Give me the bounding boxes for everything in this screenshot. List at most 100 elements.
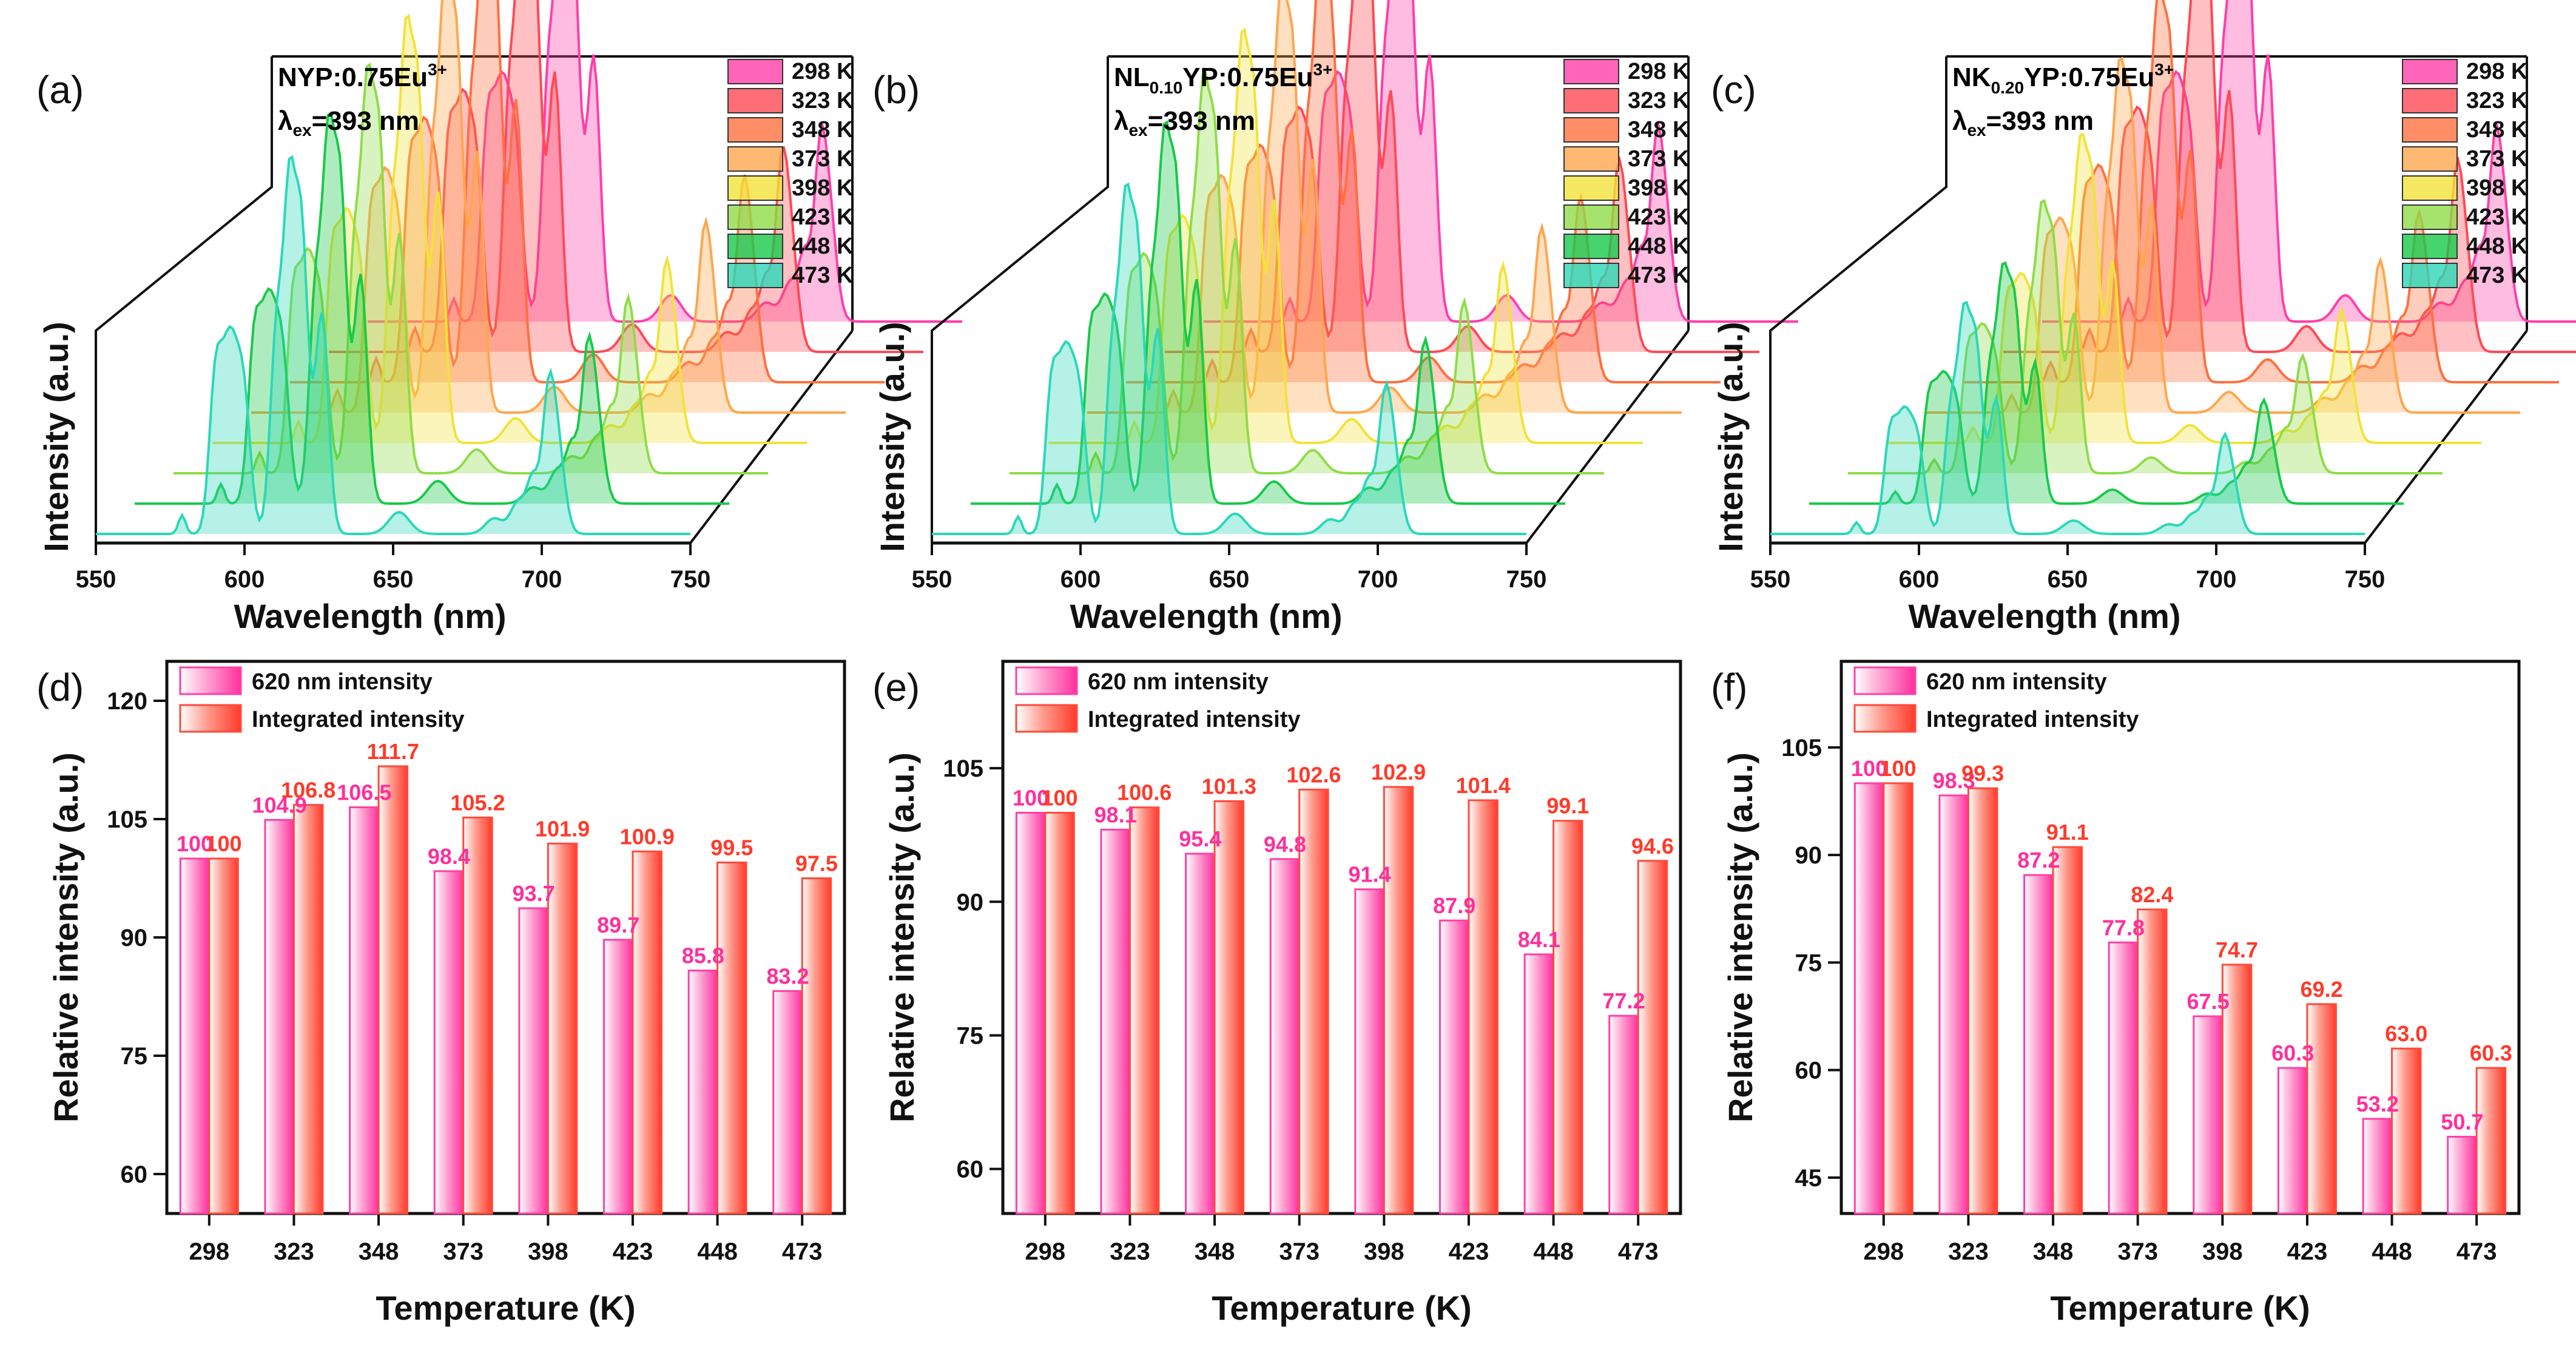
- bar-620nm: [2447, 1136, 2478, 1215]
- bar-620nm: [1853, 782, 1885, 1215]
- excitation-value: =393 nm: [1148, 106, 1255, 136]
- legend-label-integrated: Integrated intensity: [1926, 707, 2139, 732]
- bar-620nm: [2108, 941, 2139, 1215]
- bar-620nm: [433, 870, 465, 1215]
- y-tick-label: 60: [1795, 1058, 1822, 1084]
- spectrum-line-298K: [1204, 0, 1798, 323]
- y-tick-label: 90: [121, 925, 148, 951]
- lambda-symbol: λ: [1952, 106, 1967, 136]
- panel-label: (c): [1711, 68, 1756, 112]
- legend-label: 423 K: [792, 204, 854, 230]
- legend-label: 423 K: [2466, 204, 2528, 230]
- title-superscript: 3+: [2154, 60, 2174, 79]
- bar-620nm: [1269, 858, 1301, 1215]
- excitation-label: λex=393 nm: [1114, 106, 1255, 140]
- bar-label-620nm: 84.1: [1518, 927, 1560, 952]
- legend-swatch: [727, 204, 783, 230]
- legend-label-620nm: 620 nm intensity: [1926, 669, 2107, 695]
- bar-integrated: [1044, 812, 1075, 1215]
- bar-integrated: [1553, 820, 1583, 1215]
- legend-swatch-integrated: [1853, 704, 1917, 733]
- bar-620nm: [1523, 953, 1555, 1215]
- y-axis-title: Relative intensity (a.u.): [1721, 752, 1759, 1122]
- y-tick-label: 105: [943, 755, 983, 782]
- legend-swatch: [2402, 88, 2458, 113]
- spectrum-line-473K: [96, 155, 690, 535]
- x-tick-label: 750: [2345, 566, 2385, 593]
- legend-swatch: [2402, 175, 2458, 201]
- legend-label: 298 K: [792, 59, 854, 84]
- bar-label-integrated: 102.6: [1286, 762, 1341, 787]
- legend-swatch-integrated: [179, 704, 242, 733]
- spectrum-line-348K: [1964, 0, 2559, 383]
- x-tick-label: 373: [443, 1238, 484, 1265]
- legend-label: 348 K: [1628, 117, 1690, 143]
- sample-title: NYP:0.75Eu3+: [278, 60, 447, 92]
- bar-label-integrated: 69.2: [2301, 977, 2343, 1002]
- plot-frame: [1001, 660, 1682, 1215]
- legend-swatch: [727, 117, 783, 143]
- x-tick-label: 423: [2287, 1238, 2328, 1265]
- legend-label: 398 K: [792, 175, 854, 201]
- legend-label: 448 K: [2466, 234, 2528, 259]
- title-superscript: 3+: [428, 60, 447, 79]
- title-prefix: NL: [1114, 62, 1150, 92]
- legend-swatch-620nm: [179, 666, 242, 695]
- spectrum-line-423K: [1010, 72, 1604, 474]
- legend-label: 348 K: [792, 117, 854, 143]
- bar-label-integrated: 106.8: [281, 778, 335, 803]
- x-tick-label: 550: [912, 566, 953, 593]
- bar-label-integrated: 100.9: [620, 824, 675, 849]
- bar-label-620nm: 95.4: [1179, 826, 1221, 851]
- x-tick-label: 373: [1279, 1238, 1320, 1265]
- panel-label: (d): [36, 666, 84, 709]
- x-tick-label: 750: [670, 566, 711, 593]
- bar-label-integrated: 99.1: [1546, 794, 1589, 818]
- bar-label-620nm: 77.8: [2102, 915, 2145, 940]
- spectrum-panel-c: 550 600 650 700 750 Wavelength (nm) Intensity …: [1711, 0, 2576, 635]
- bar-label-620nm: 104.9: [252, 792, 307, 817]
- bar-620nm: [1354, 888, 1385, 1215]
- bar-620nm: [349, 806, 380, 1215]
- y-axis-title: Intensity (a.u.): [873, 322, 911, 552]
- x-tick-label: 650: [373, 566, 414, 593]
- bar-620nm: [179, 857, 211, 1215]
- spectrum-fill-298K: [1204, 0, 1798, 322]
- bar-label-integrated: 100.6: [1117, 780, 1172, 805]
- x-tick-label: 423: [1449, 1238, 1489, 1265]
- spectrum-line-373K: [1926, 56, 2520, 414]
- x-tick-label: 600: [1060, 566, 1101, 593]
- x-axis-title: Wavelength (nm): [1908, 597, 2180, 635]
- bar-integrated: [2052, 846, 2083, 1215]
- legend-label: 398 K: [2466, 175, 2528, 201]
- excitation-label: λex=393 nm: [1952, 106, 2094, 140]
- legend-label: 323 K: [1628, 88, 1690, 113]
- x-tick-label: 398: [2202, 1238, 2243, 1265]
- bar-620nm: [1438, 919, 1470, 1215]
- bar-label-620nm: 91.4: [1349, 862, 1391, 887]
- bar-label-620nm: 67.5: [2187, 989, 2230, 1014]
- x-tick-label: 348: [359, 1238, 399, 1265]
- legend-swatch: [2402, 234, 2458, 259]
- bar-label-620nm: 89.7: [597, 913, 639, 937]
- panel-label: (e): [872, 666, 920, 709]
- legend-label: 398 K: [1628, 175, 1690, 201]
- bar-label-integrated: 111.7: [367, 739, 419, 764]
- bar-label-integrated: 63.0: [2385, 1021, 2427, 1046]
- bar-620nm: [264, 818, 295, 1215]
- x-tick-label: 323: [1948, 1238, 1989, 1265]
- bar-620nm: [2023, 874, 2054, 1215]
- bar-integrated: [208, 857, 239, 1215]
- bar-label-620nm: 100: [1013, 786, 1049, 811]
- spectrum-line-423K: [1848, 199, 2443, 474]
- bar-label-integrated: 97.5: [795, 851, 838, 876]
- x-axis-title: Wavelength (nm): [1070, 597, 1342, 635]
- y-tick-label: 75: [957, 1022, 984, 1049]
- bar-label-integrated: 82.4: [2131, 882, 2173, 907]
- bar-integrated: [377, 765, 409, 1215]
- spectrum-line-473K: [932, 182, 1526, 535]
- lambda-subscript: ex: [1128, 121, 1148, 140]
- x-tick-label: 398: [1364, 1238, 1404, 1265]
